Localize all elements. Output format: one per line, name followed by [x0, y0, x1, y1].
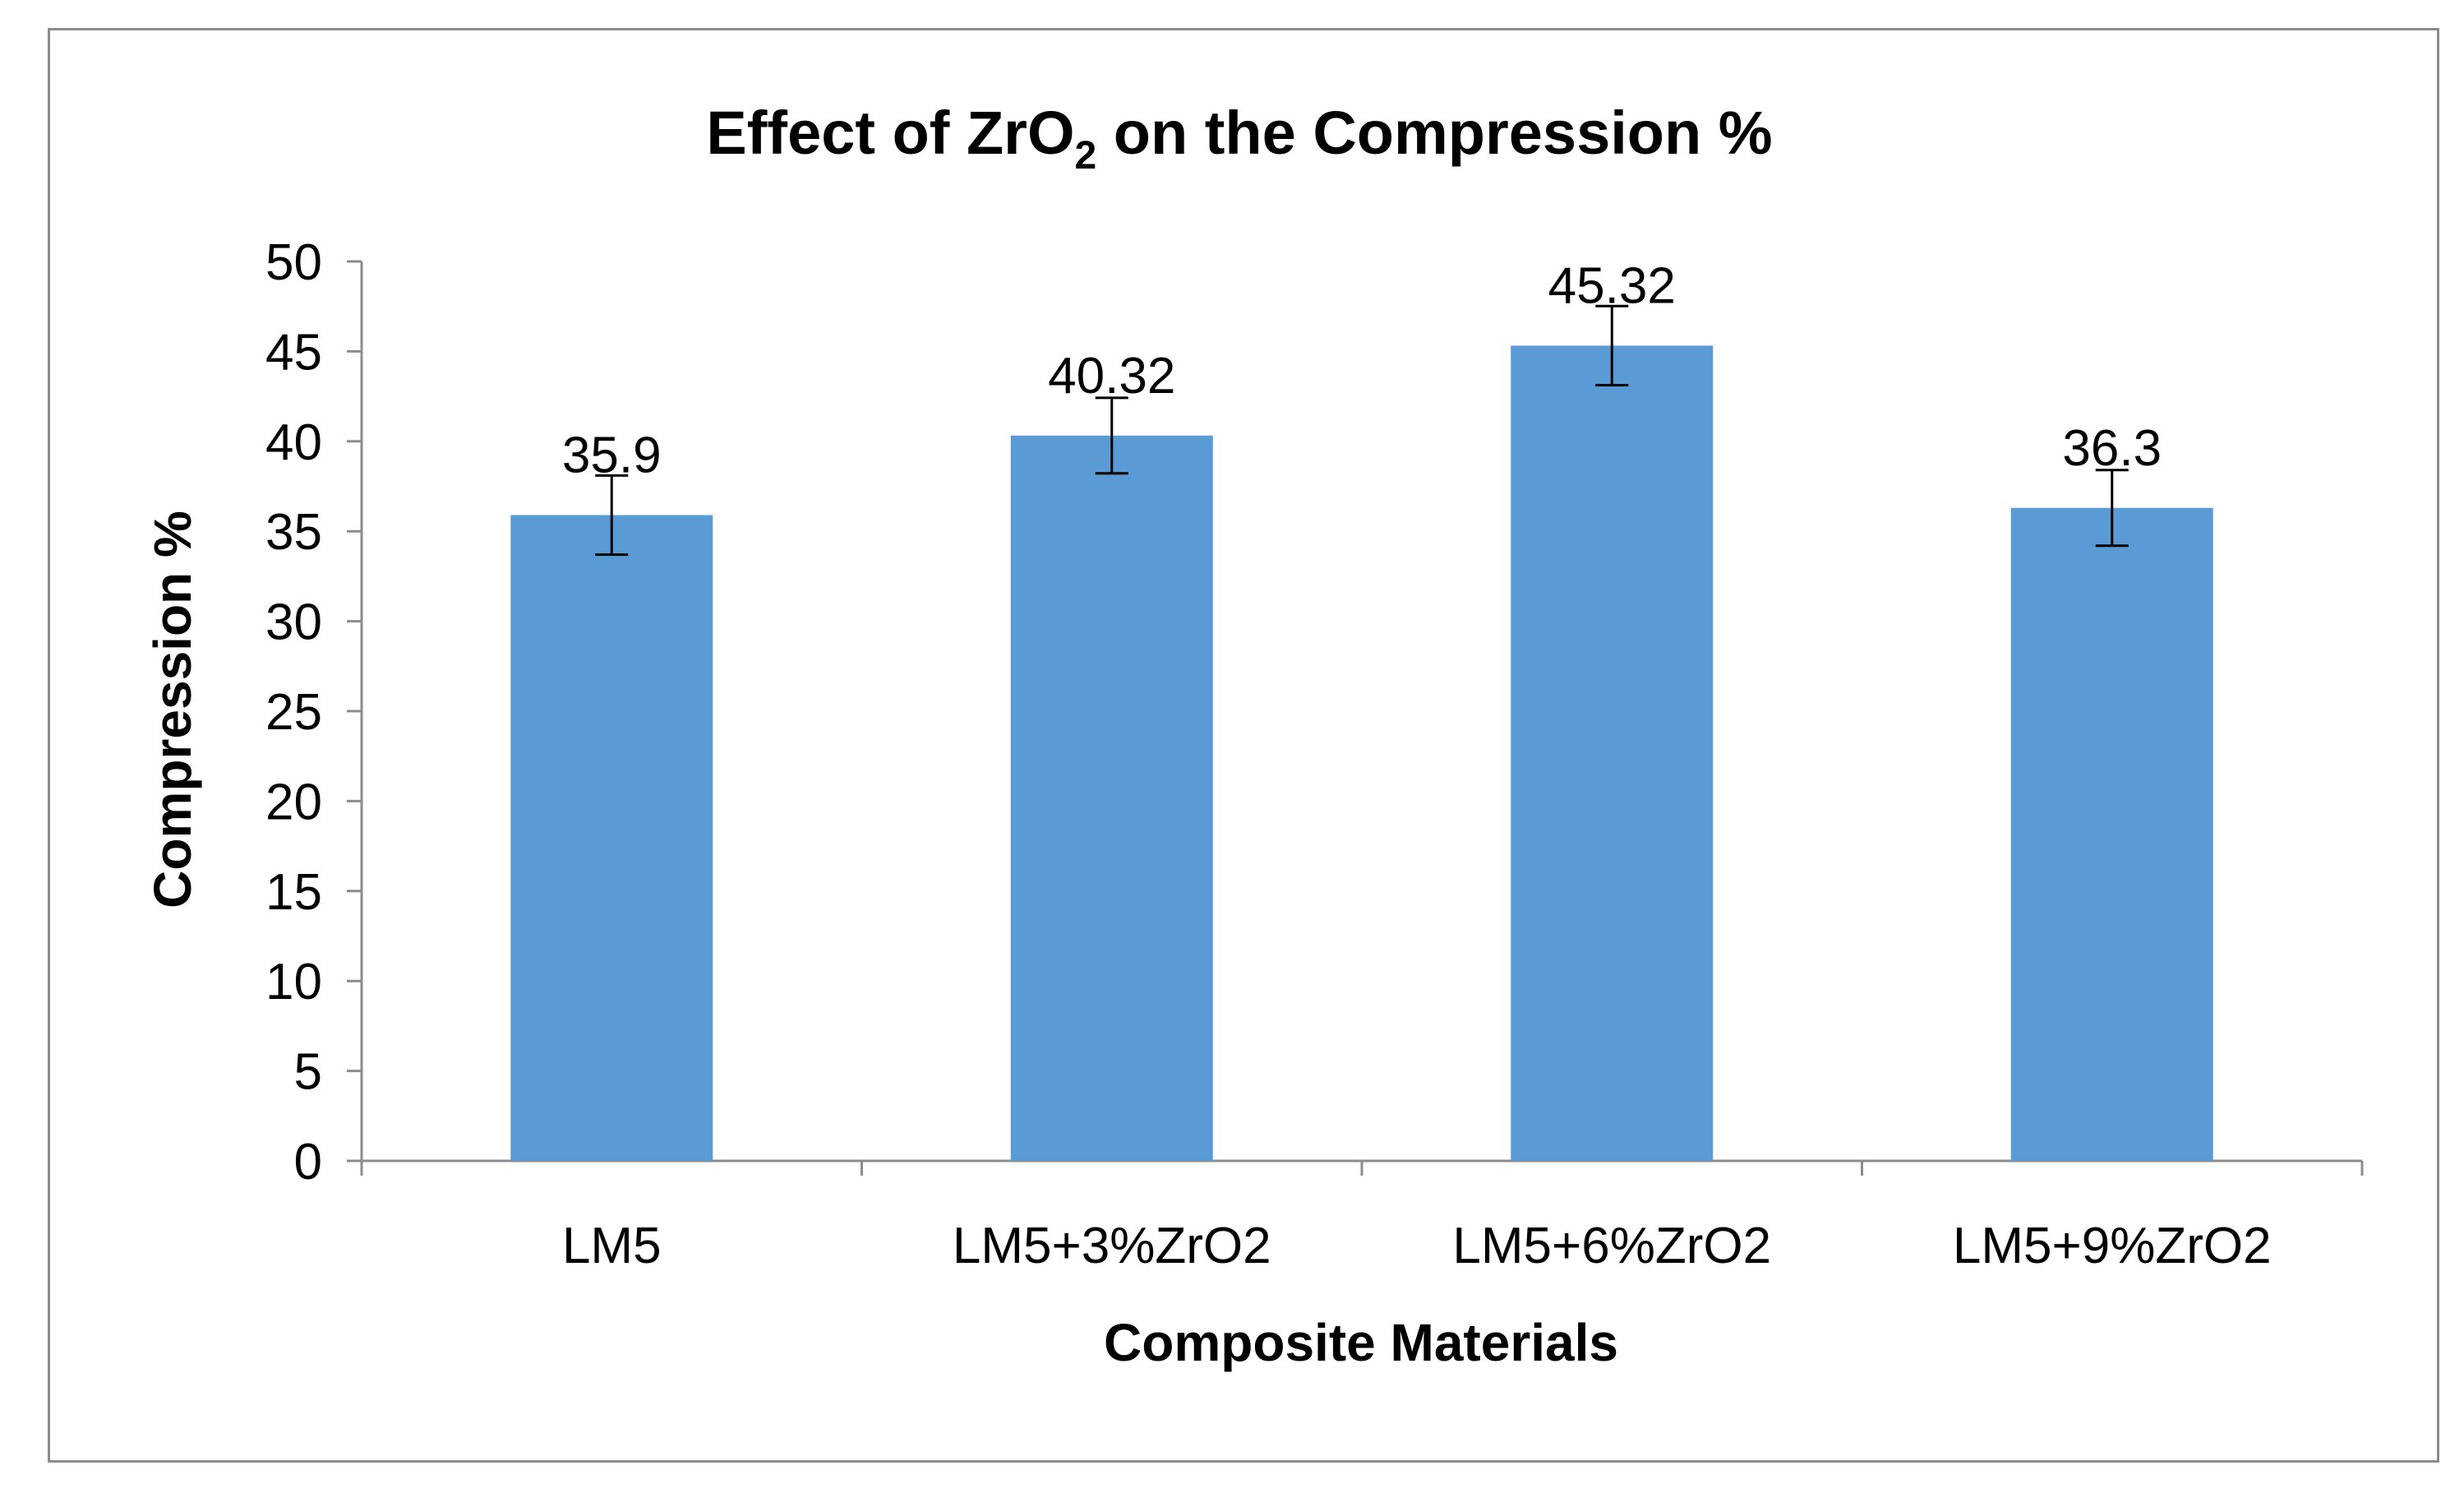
x-tick-label: LM5+9%ZrO2 [1953, 1218, 2272, 1274]
chart-title: Effect of ZrO2 on the Compression % [706, 99, 1772, 178]
bar [1511, 345, 1714, 1161]
chart-title-main: Effect of ZrO [706, 99, 1074, 167]
chart-title-subscript: 2 [1075, 134, 1097, 178]
y-tick-label: 50 [265, 234, 322, 291]
x-axis-title: Composite Materials [1104, 1313, 1618, 1372]
y-tick-label: 35 [265, 504, 322, 561]
bar [510, 515, 713, 1161]
y-tick-label: 5 [294, 1044, 322, 1101]
x-tick-label: LM5+6%ZrO2 [1452, 1218, 1771, 1274]
y-tick-label: 30 [265, 594, 322, 651]
y-axis-title: Compression % [143, 511, 202, 908]
bar [1010, 435, 1213, 1161]
y-tick-label: 20 [265, 774, 322, 830]
data-label: 36.3 [2062, 420, 2162, 477]
plot-area: 0 5 10 15 20 25 30 35 40 45 50 35.9 LM5 40.32 LM5+3%Zr… [265, 234, 2364, 1274]
y-tick-label: 40 [265, 414, 322, 471]
x-tick-label: LM5+3%ZrO2 [953, 1218, 1271, 1274]
y-tick-label: 25 [265, 684, 322, 741]
y-tick-label: 15 [265, 864, 322, 921]
y-tick-label: 0 [294, 1134, 322, 1190]
y-tick-label: 45 [265, 324, 322, 381]
data-label: 40.32 [1048, 348, 1175, 404]
x-tick-label: LM5 [562, 1218, 662, 1274]
chart-title-rest: on the Compression % [1096, 99, 1772, 167]
data-label: 45.32 [1548, 257, 1676, 314]
y-tick-label: 10 [265, 954, 322, 1010]
data-label: 35.9 [562, 428, 662, 484]
bar [2010, 507, 2213, 1161]
